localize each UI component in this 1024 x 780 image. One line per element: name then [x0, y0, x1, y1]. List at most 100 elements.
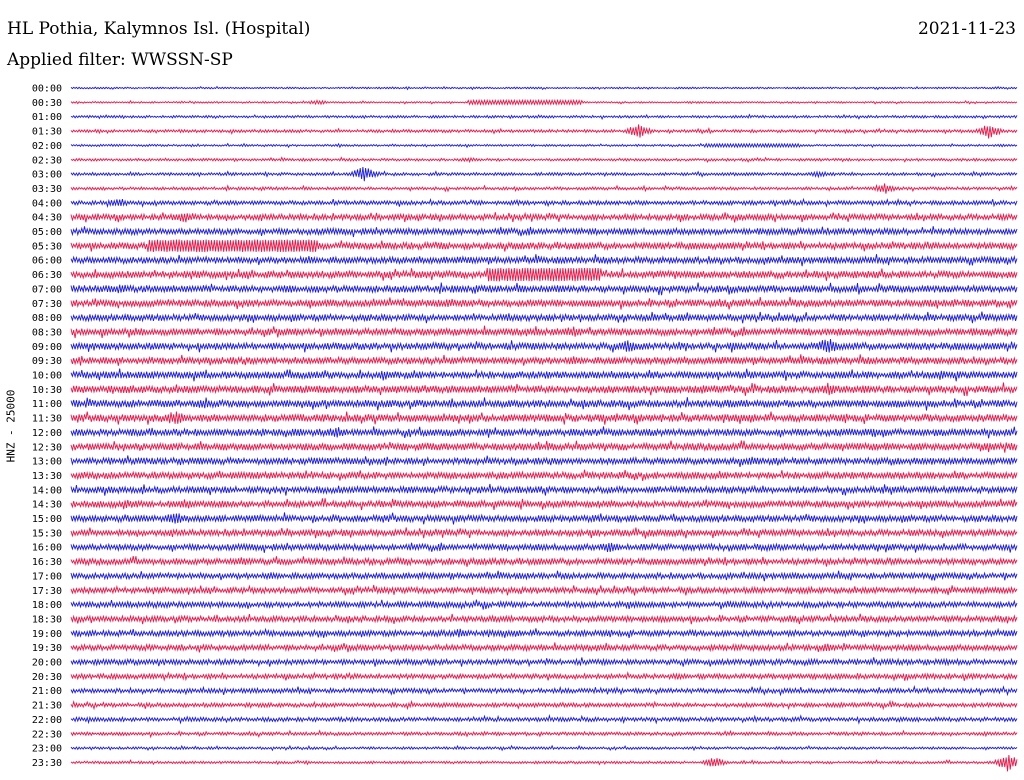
seismic-trace — [70, 124, 1018, 139]
trace-time-label: 03:00 — [32, 170, 62, 181]
trace-time-label: 02:30 — [32, 155, 62, 166]
trace-time-label: 07:30 — [32, 299, 62, 310]
trace-time-label: 23:00 — [32, 744, 62, 755]
seismic-trace — [70, 498, 1018, 511]
seismic-trace — [70, 642, 1018, 653]
seismic-trace — [70, 325, 1018, 339]
seismic-trace — [70, 512, 1018, 525]
trace-time-label: 21:30 — [32, 701, 62, 712]
trace-time-label: 09:00 — [32, 342, 62, 353]
seismic-trace — [70, 584, 1018, 596]
seismic-trace — [70, 239, 1018, 253]
trace-time-label: 17:00 — [32, 571, 62, 582]
seismic-trace — [70, 142, 1018, 149]
trace-time-label: 10:00 — [32, 371, 62, 382]
seismic-trace — [70, 469, 1018, 481]
trace-time-label: 02:00 — [32, 141, 62, 152]
seismic-trace — [70, 183, 1018, 194]
seismic-trace — [70, 684, 1018, 697]
trace-time-label: 06:30 — [32, 270, 62, 281]
trace-time-label: 07:00 — [32, 284, 62, 295]
seismic-trace — [70, 311, 1018, 324]
trace-time-label: 15:00 — [32, 514, 62, 525]
seismic-trace — [70, 570, 1018, 582]
seismic-trace — [70, 657, 1018, 668]
seismic-trace — [70, 699, 1018, 711]
trace-time-label: 10:30 — [32, 385, 62, 396]
trace-time-label: 20:00 — [32, 658, 62, 669]
trace-time-label: 01:30 — [32, 127, 62, 138]
seismic-trace — [70, 197, 1018, 209]
filter-label: Applied filter: WWSSN-SP — [7, 50, 233, 70]
seismic-trace — [70, 440, 1018, 453]
trace-time-label: 03:30 — [32, 184, 62, 195]
trace-time-label: 21:00 — [32, 686, 62, 697]
trace-time-label: 22:00 — [32, 715, 62, 726]
trace-time-label: 16:00 — [32, 543, 62, 554]
seismic-trace — [70, 542, 1018, 553]
seismic-trace — [70, 426, 1018, 439]
seismic-trace — [70, 455, 1018, 467]
seismic-trace — [70, 382, 1018, 397]
seismic-trace — [70, 755, 1018, 772]
seismic-trace — [70, 339, 1018, 353]
trace-time-label: 16:30 — [32, 557, 62, 568]
seismic-trace — [70, 113, 1018, 121]
seismic-trace — [70, 267, 1018, 282]
seismic-trace — [70, 411, 1018, 425]
trace-time-label: 08:00 — [32, 313, 62, 324]
seismic-trace — [70, 483, 1018, 496]
seismic-trace — [70, 166, 1018, 182]
trace-time-label: 22:30 — [32, 729, 62, 740]
trace-time-label: 18:00 — [32, 600, 62, 611]
trace-time-label: 11:00 — [32, 399, 62, 410]
record-date: 2021-11-23 — [917, 19, 1016, 39]
trace-time-label: 23:30 — [32, 758, 62, 769]
trace-time-label: 05:30 — [32, 241, 62, 252]
seismic-trace — [70, 282, 1018, 296]
seismic-trace — [70, 397, 1018, 411]
trace-time-label: 12:00 — [32, 428, 62, 439]
trace-time-label: 17:30 — [32, 586, 62, 597]
trace-time-label: 04:30 — [32, 213, 62, 224]
trace-time-label: 19:30 — [32, 643, 62, 654]
seismic-trace — [70, 98, 1018, 106]
seismic-trace — [70, 226, 1018, 238]
trace-time-label: 09:30 — [32, 356, 62, 367]
seismic-trace — [70, 368, 1018, 382]
trace-time-label: 06:00 — [32, 256, 62, 267]
trace-time-label: 18:30 — [32, 614, 62, 625]
seismic-trace — [70, 729, 1018, 739]
seismic-trace — [70, 156, 1018, 164]
seismic-trace — [70, 211, 1018, 223]
trace-time-label: 01:00 — [32, 112, 62, 123]
trace-time-label: 08:30 — [32, 327, 62, 338]
trace-time-label: 20:30 — [32, 672, 62, 683]
trace-time-label: 04:00 — [32, 198, 62, 209]
trace-time-label: 14:30 — [32, 500, 62, 511]
trace-time-label: 13:30 — [32, 471, 62, 482]
trace-time-label: 12:30 — [32, 442, 62, 453]
trace-time-label: 19:00 — [32, 629, 62, 640]
seismic-trace — [70, 599, 1018, 611]
seismic-trace — [70, 527, 1018, 539]
seismic-trace — [70, 556, 1018, 567]
seismic-trace — [70, 296, 1018, 310]
trace-time-label: 15:30 — [32, 528, 62, 539]
seismic-trace — [70, 713, 1018, 725]
trace-time-label: 13:00 — [32, 457, 62, 468]
trace-time-label: 00:30 — [32, 98, 62, 109]
seismic-trace — [70, 627, 1018, 639]
trace-time-label: 05:00 — [32, 227, 62, 238]
station-title: HL Pothia, Kalymnos Isl. (Hospital) — [7, 19, 311, 39]
seismic-trace — [70, 613, 1018, 625]
trace-time-label: 11:30 — [32, 414, 62, 425]
seismic-trace — [70, 254, 1018, 267]
seismic-trace — [70, 671, 1018, 682]
seismic-trace — [70, 85, 1018, 91]
seismic-trace — [70, 744, 1018, 752]
trace-time-label: 14:00 — [32, 485, 62, 496]
trace-time-label: 00:00 — [32, 84, 62, 95]
seismic-trace — [70, 354, 1018, 366]
